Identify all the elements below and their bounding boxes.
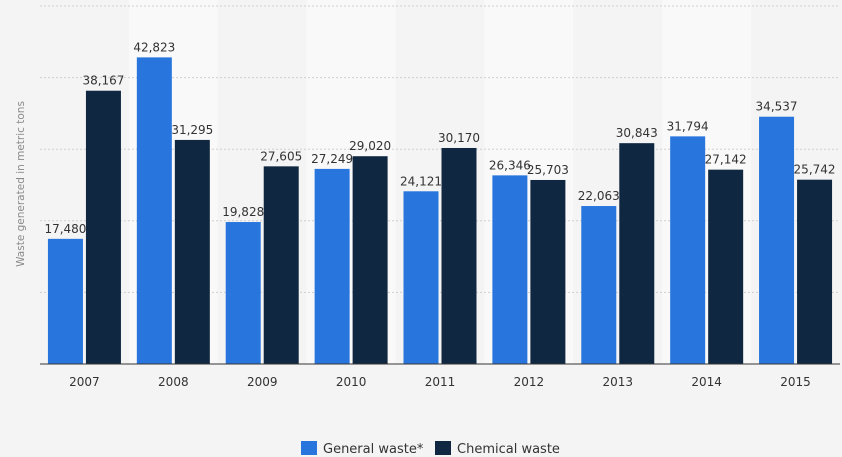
data-label-general-waste-2014: 31,794	[667, 119, 709, 133]
x-tick-label-2012: 2012	[514, 375, 545, 389]
legend-swatch-chemical-waste	[435, 441, 451, 455]
gridlines	[40, 5, 840, 293]
x-tick-label-2010: 2010	[336, 375, 367, 389]
bar-chemical-waste-2009[interactable]	[263, 166, 299, 364]
x-tick-label-2015: 2015	[780, 375, 811, 389]
data-label-general-waste-2008: 42,823	[133, 40, 175, 54]
data-label-general-waste-2011: 24,121	[400, 174, 442, 188]
bar-general-waste-2014[interactable]	[670, 136, 706, 364]
data-label-chemical-waste-2015: 25,742	[794, 163, 836, 177]
bar-chemical-waste-2014[interactable]	[708, 169, 744, 364]
bar-general-waste-2012[interactable]	[492, 175, 528, 364]
bar-chemical-waste-2010[interactable]	[352, 156, 388, 364]
bar-chemical-waste-2015[interactable]	[797, 179, 833, 364]
bar-general-waste-2009[interactable]	[225, 222, 261, 364]
legend-label-general-waste: General waste*	[323, 442, 424, 457]
bar-chemical-waste-2008[interactable]	[174, 139, 210, 364]
bar-chemical-waste-2013[interactable]	[619, 143, 655, 364]
data-label-general-waste-2007: 17,480	[44, 222, 86, 236]
bar-general-waste-2008[interactable]	[136, 57, 172, 364]
data-label-chemical-waste-2014: 27,142	[705, 153, 747, 167]
data-label-chemical-waste-2012: 25,703	[527, 163, 569, 177]
x-axis-ticks: 2007 2008 2009 2010 2011 2012 2013 2014 2015	[69, 375, 811, 389]
data-label-general-waste-2013: 22,063	[578, 189, 620, 203]
x-tick-label-2007: 2007	[69, 375, 100, 389]
data-label-general-waste-2015: 34,537	[756, 100, 798, 114]
data-label-chemical-waste-2010: 29,020	[349, 139, 391, 153]
legend-swatch-general-waste	[301, 441, 317, 455]
bar-chemical-waste-2011[interactable]	[441, 147, 477, 364]
legend-label-chemical-waste: Chemical waste	[457, 442, 560, 457]
legend[interactable]: General waste* Chemical waste	[301, 441, 560, 457]
data-label-general-waste-2012: 26,346	[489, 158, 531, 172]
data-label-chemical-waste-2008: 31,295	[171, 123, 213, 137]
data-labels: 17,480 42,823 19,828 27,249 24,121 26,346 22,0…	[44, 40, 835, 235]
bar-general-waste-2013[interactable]	[581, 206, 617, 364]
x-tick-label-2011: 2011	[425, 375, 456, 389]
bar-general-waste-2015[interactable]	[759, 116, 795, 364]
data-label-chemical-waste-2009: 27,605	[260, 149, 302, 163]
bar-chemical-waste-2012[interactable]	[530, 179, 566, 364]
data-label-chemical-waste-2007: 38,167	[82, 74, 124, 88]
bars	[47, 57, 833, 365]
bar-chemical-waste-2007[interactable]	[85, 90, 121, 365]
data-label-chemical-waste-2011: 30,170	[438, 131, 480, 145]
data-label-general-waste-2009: 19,828	[222, 205, 264, 219]
y-axis-label: Waste generated in metric tons	[15, 101, 27, 267]
x-tick-label-2008: 2008	[158, 375, 189, 389]
x-tick-label-2014: 2014	[691, 375, 722, 389]
data-label-chemical-waste-2013: 30,843	[616, 126, 658, 140]
x-tick-label-2013: 2013	[603, 375, 634, 389]
bar-general-waste-2007[interactable]	[47, 238, 83, 364]
bar-general-waste-2011[interactable]	[403, 191, 439, 364]
x-tick-label-2009: 2009	[247, 375, 278, 389]
data-label-general-waste-2010: 27,249	[311, 152, 353, 166]
bar-general-waste-2010[interactable]	[314, 168, 350, 364]
